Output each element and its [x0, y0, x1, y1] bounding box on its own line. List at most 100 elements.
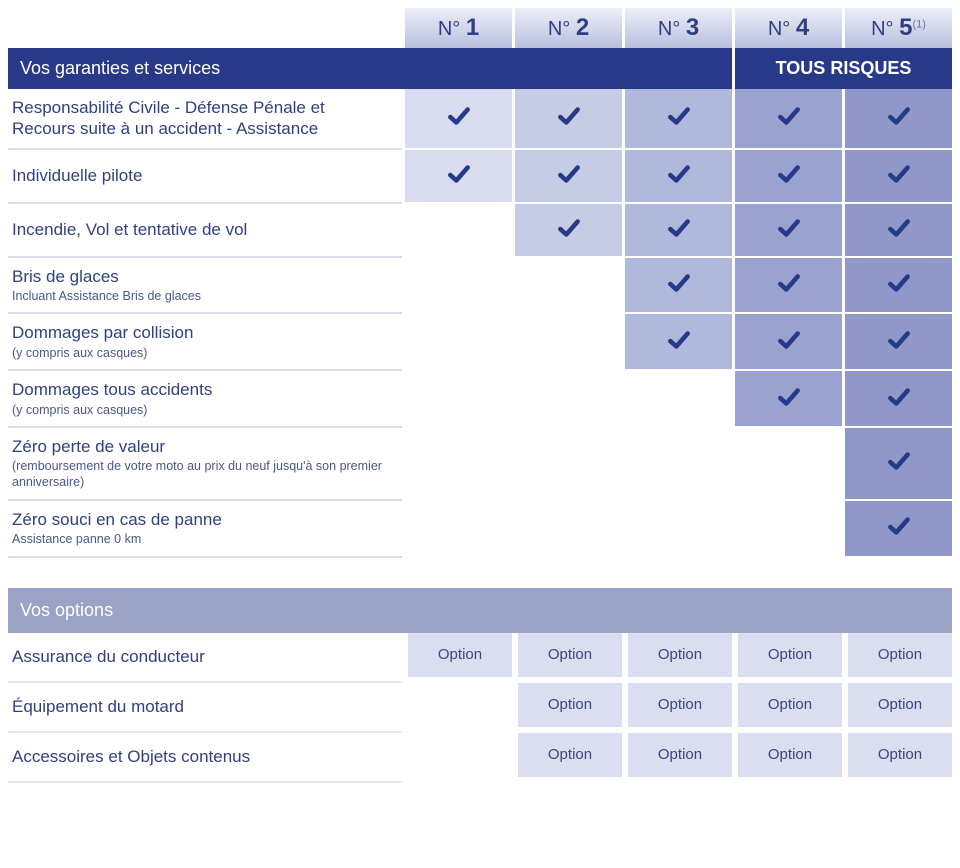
check-cell	[842, 204, 952, 258]
guarantee-title: Bris de glaces	[12, 267, 119, 286]
options-header: Vos options	[8, 588, 952, 633]
check-cell	[622, 150, 732, 204]
check-icon	[556, 103, 582, 129]
check-icon	[556, 215, 582, 241]
section-spacer	[8, 558, 952, 588]
check-icon	[666, 161, 692, 187]
option-label: Assurance du conducteur	[8, 633, 402, 683]
empty-cell	[512, 314, 622, 371]
check-icon	[886, 513, 912, 539]
guarantee-label: Dommages par collision (y compris aux cas…	[8, 314, 402, 371]
check-icon	[886, 161, 912, 187]
check-cell	[842, 314, 952, 371]
check-cell	[842, 428, 952, 501]
check-cell	[512, 89, 622, 150]
option-cell: Option	[842, 683, 952, 733]
guarantee-row: Dommages tous accidents (y compris aux ca…	[8, 371, 952, 428]
option-cell: Option	[402, 633, 512, 683]
guarantee-row: Zéro perte de valeur (remboursement de vo…	[8, 428, 952, 501]
guarantee-label: Dommages tous accidents (y compris aux ca…	[8, 371, 402, 428]
check-cell	[402, 89, 512, 150]
guarantee-label: Bris de glacesIncluant Assistance Bris d…	[8, 258, 402, 315]
check-cell	[622, 89, 732, 150]
option-cell: Option	[622, 683, 732, 733]
check-cell	[512, 150, 622, 204]
option-cell: Option	[512, 633, 622, 683]
empty-cell	[402, 314, 512, 371]
check-cell	[732, 89, 842, 150]
empty-cell	[622, 501, 732, 558]
guarantee-row: Dommages par collision (y compris aux cas…	[8, 314, 952, 371]
empty-cell	[402, 683, 512, 733]
option-row: Assurance du conducteurOptionOptionOptio…	[8, 633, 952, 683]
check-cell	[732, 371, 842, 428]
guarantee-title: Zéro souci en cas de panne	[12, 510, 222, 529]
option-cell: Option	[622, 633, 732, 683]
plan-header-4: N° 4	[732, 8, 842, 48]
option-cell: Option	[842, 733, 952, 783]
check-icon	[666, 327, 692, 353]
check-cell	[622, 258, 732, 315]
check-icon	[666, 215, 692, 241]
check-icon	[886, 270, 912, 296]
check-icon	[556, 161, 582, 187]
guarantee-title: Zéro perte de valeur	[12, 437, 165, 456]
plan-number: 5	[899, 14, 912, 41]
option-cell: Option	[512, 683, 622, 733]
plan-prefix: N°	[768, 18, 796, 40]
plan-number: 1	[466, 14, 479, 41]
guarantee-row: Zéro souci en cas de panne Assistance pan…	[8, 501, 952, 558]
empty-cell	[402, 258, 512, 315]
guarantee-label: Zéro souci en cas de panne Assistance pan…	[8, 501, 402, 558]
guarantee-row: Responsabilité Civile - Défense Pénale e…	[8, 89, 952, 150]
plan-header-2: N° 2	[512, 8, 622, 48]
empty-cell	[512, 258, 622, 315]
plan-sup: (1)	[912, 18, 925, 30]
empty-cell	[512, 428, 622, 501]
guarantee-title: Individuelle pilote	[12, 166, 142, 185]
guarantee-sub: (remboursement de votre moto au prix du …	[12, 459, 392, 490]
guarantee-row: Incendie, Vol et tentative de vol	[8, 204, 952, 258]
check-icon	[666, 103, 692, 129]
guarantee-sub: (y compris aux casques)	[12, 346, 392, 362]
guarantee-sub: Assistance panne 0 km	[12, 532, 392, 548]
option-cell: Option	[512, 733, 622, 783]
tous-risques-header: TOUS RISQUES	[732, 48, 952, 89]
empty-cell	[402, 371, 512, 428]
guarantee-label: Zéro perte de valeur (remboursement de vo…	[8, 428, 402, 501]
plan-header-1: N° 1	[402, 8, 512, 48]
check-icon	[776, 270, 802, 296]
guarantee-label: Incendie, Vol et tentative de vol	[8, 204, 402, 258]
check-cell	[842, 501, 952, 558]
check-icon	[886, 215, 912, 241]
option-cell: Option	[732, 733, 842, 783]
coverage-table: N° 1N° 2N° 3N° 4N° 5(1)Vos garanties et …	[8, 8, 952, 783]
check-cell	[842, 150, 952, 204]
check-cell	[402, 150, 512, 204]
empty-cell	[402, 204, 512, 258]
guarantee-title: Dommages par collision	[12, 323, 193, 342]
plan-number: 4	[796, 14, 809, 41]
guarantee-title: Incendie, Vol et tentative de vol	[12, 220, 247, 239]
check-cell	[842, 89, 952, 150]
option-cell: Option	[842, 633, 952, 683]
plan-header-5: N° 5(1)	[842, 8, 952, 48]
option-row: Équipement du motardOptionOptionOptionOp…	[8, 683, 952, 733]
empty-cell	[402, 733, 512, 783]
check-cell	[842, 371, 952, 428]
plan-prefix: N°	[438, 18, 466, 40]
header-spacer	[8, 8, 402, 48]
check-icon	[446, 161, 472, 187]
guarantee-title: Responsabilité Civile - Défense Pénale e…	[12, 98, 325, 138]
check-cell	[512, 204, 622, 258]
empty-cell	[402, 428, 512, 501]
check-cell	[622, 314, 732, 371]
plan-prefix: N°	[871, 18, 899, 40]
check-icon	[666, 270, 692, 296]
plan-number: 2	[576, 14, 589, 41]
guarantee-title: Dommages tous accidents	[12, 380, 212, 399]
empty-cell	[402, 501, 512, 558]
guarantee-sub: (y compris aux casques)	[12, 403, 392, 419]
check-cell	[732, 258, 842, 315]
plan-prefix: N°	[548, 18, 576, 40]
